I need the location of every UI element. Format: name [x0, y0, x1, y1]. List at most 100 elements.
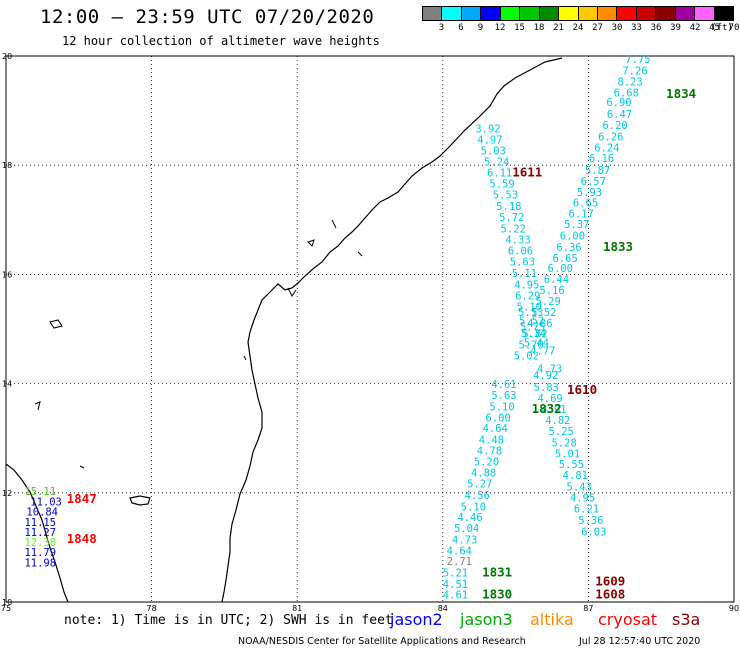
wave-height-value: 5.24: [484, 157, 509, 169]
jason3-value: 5.63: [491, 390, 516, 402]
wave-height-value: 5.75: [520, 322, 545, 334]
chart-subtitle: 12 hour collection of altimeter wave hei…: [62, 34, 380, 48]
west-coast-value: 11.79: [24, 547, 56, 559]
jason3-value: 4.56: [465, 490, 490, 502]
legend-swatch-15: [500, 7, 521, 20]
legend-tick-39: 39: [670, 23, 681, 33]
y-tick-label: 14: [2, 380, 12, 389]
wave-height-value: 5.25: [549, 426, 574, 438]
jason3-value: 6.00: [486, 412, 511, 424]
legend-tick-27: 27: [592, 23, 603, 33]
wave-height-value: 5.28: [552, 437, 577, 449]
satellite-s3a: s3a: [672, 610, 701, 629]
legend-swatch-33: [617, 7, 637, 20]
wave-height-value: 4.69: [537, 393, 562, 405]
west-coast-value: 10.84: [26, 507, 58, 519]
wave-height-value: 5.83: [534, 382, 559, 394]
jason3-value: 4.78: [477, 446, 502, 458]
chart-title: 12:00 – 23:59 UTC 07/20/2020: [40, 6, 375, 28]
wave-height-value: 5.18: [496, 201, 521, 213]
wave-height-value: 4.92: [533, 370, 558, 382]
wave-height-value: 6.90: [606, 97, 631, 109]
wave-height-value: 6.17: [569, 209, 594, 221]
map-frame: [5, 55, 735, 603]
legend-tick-12: 12: [494, 23, 506, 33]
legend-tick-45: 45: [709, 23, 720, 33]
small-islands: [34, 219, 363, 469]
coastline: [221, 57, 563, 603]
wave-height-value: 6.20: [602, 120, 627, 132]
satellite-altika: altika: [530, 610, 574, 629]
legend-tick-30: 30: [611, 23, 623, 33]
legend-tick-36: 36: [650, 23, 662, 33]
legend-tick-33: 33: [631, 23, 642, 33]
wave-height-value: 5.37: [564, 219, 589, 231]
wave-height-value: 6.36: [556, 242, 581, 254]
wave-height-value: 4.73: [537, 364, 562, 376]
legend-tick-18: 18: [533, 23, 545, 33]
x-tick-label: 81: [292, 604, 302, 613]
wave-height-value: 6.29: [515, 291, 540, 303]
jason3-value: 4.46: [457, 512, 482, 524]
legend-tick-9: 9: [477, 23, 484, 33]
legend-swatch-39: [656, 7, 676, 20]
y-tick-label: 20: [2, 52, 12, 61]
pass-time-1609: 1609: [595, 574, 625, 589]
wave-height-value: 6.06: [508, 246, 533, 258]
wave-height-value: 5.16: [539, 285, 564, 297]
jason3-value: 4.61: [443, 590, 468, 602]
jason3-value: 4.64: [447, 545, 472, 557]
legend-tick-42: 42: [689, 23, 701, 33]
pass-time-1830: 1830: [482, 587, 512, 602]
legend-swatch-21: [539, 7, 560, 20]
west-coast-value: 15.11: [24, 486, 56, 498]
satellite-jason3: jason3: [460, 610, 513, 629]
pass-time-1831: 1831: [482, 564, 512, 579]
wave-height-value: 3.92: [475, 123, 500, 135]
wave-height-value: 5.29: [535, 296, 560, 308]
wave-height-value: 5.53: [493, 190, 518, 202]
wave-height-value: 5.52: [519, 316, 544, 328]
legend-swatch-42: [675, 7, 696, 20]
y-tick-label: 18: [2, 161, 12, 170]
wave-height-value: 6.68: [614, 87, 639, 99]
pass-time-1611: 1611: [512, 165, 542, 180]
footer-credit: NOAA/NESDIS Center for Satellite Applica…: [238, 636, 526, 647]
pass-time-1608: 1608: [595, 587, 625, 602]
wave-height-value: 6.65: [552, 253, 577, 265]
west-coast-value: 11.15: [24, 517, 56, 529]
legend-tick-6: 6: [458, 23, 464, 33]
x-tick-label: 90: [729, 604, 739, 613]
legend-swatch-30: [597, 7, 618, 20]
jason3-value: 4.61: [491, 379, 516, 391]
wave-height-value: 4.97: [477, 134, 502, 146]
y-tick-label: 16: [2, 270, 12, 279]
wave-height-value: 5.11: [512, 268, 537, 280]
x-tick-label: 84: [438, 604, 448, 613]
pass-time-1834: 1834: [666, 86, 696, 101]
jason3-value: 4.88: [471, 467, 496, 479]
wave-height-value: 5.72: [499, 212, 524, 224]
west-coast-value: 11.98: [24, 558, 56, 570]
west-coast-value: 11.03: [30, 496, 62, 508]
wave-height-value: 6.03: [581, 526, 606, 538]
wave-height-value: 6.65: [573, 198, 598, 210]
wave-height-value: 5.59: [489, 179, 514, 191]
wave-height-value: 5.63: [510, 257, 535, 269]
wave-height-value: 6.26: [598, 132, 623, 144]
wave-height-value: 5.82: [522, 329, 547, 341]
wave-height-value: 6.11: [487, 168, 512, 180]
jason3-value: 2.71: [447, 556, 472, 568]
wave-height-value: 5.10: [517, 301, 542, 313]
x-tick-label: 87: [583, 604, 593, 613]
jason3-value: 4.64: [483, 423, 508, 435]
y-tick-label: 10: [2, 598, 12, 607]
wave-height-value: 5.03: [481, 145, 506, 157]
jason3-value: 5.04: [454, 523, 479, 535]
wave-height-value: 5.36: [578, 515, 603, 527]
wave-height-value: 4.77: [530, 346, 555, 358]
pass-time-1610: 1610: [567, 382, 597, 397]
jason3-value: 5.20: [474, 457, 499, 469]
wave-height-value: 6.24: [594, 143, 619, 155]
